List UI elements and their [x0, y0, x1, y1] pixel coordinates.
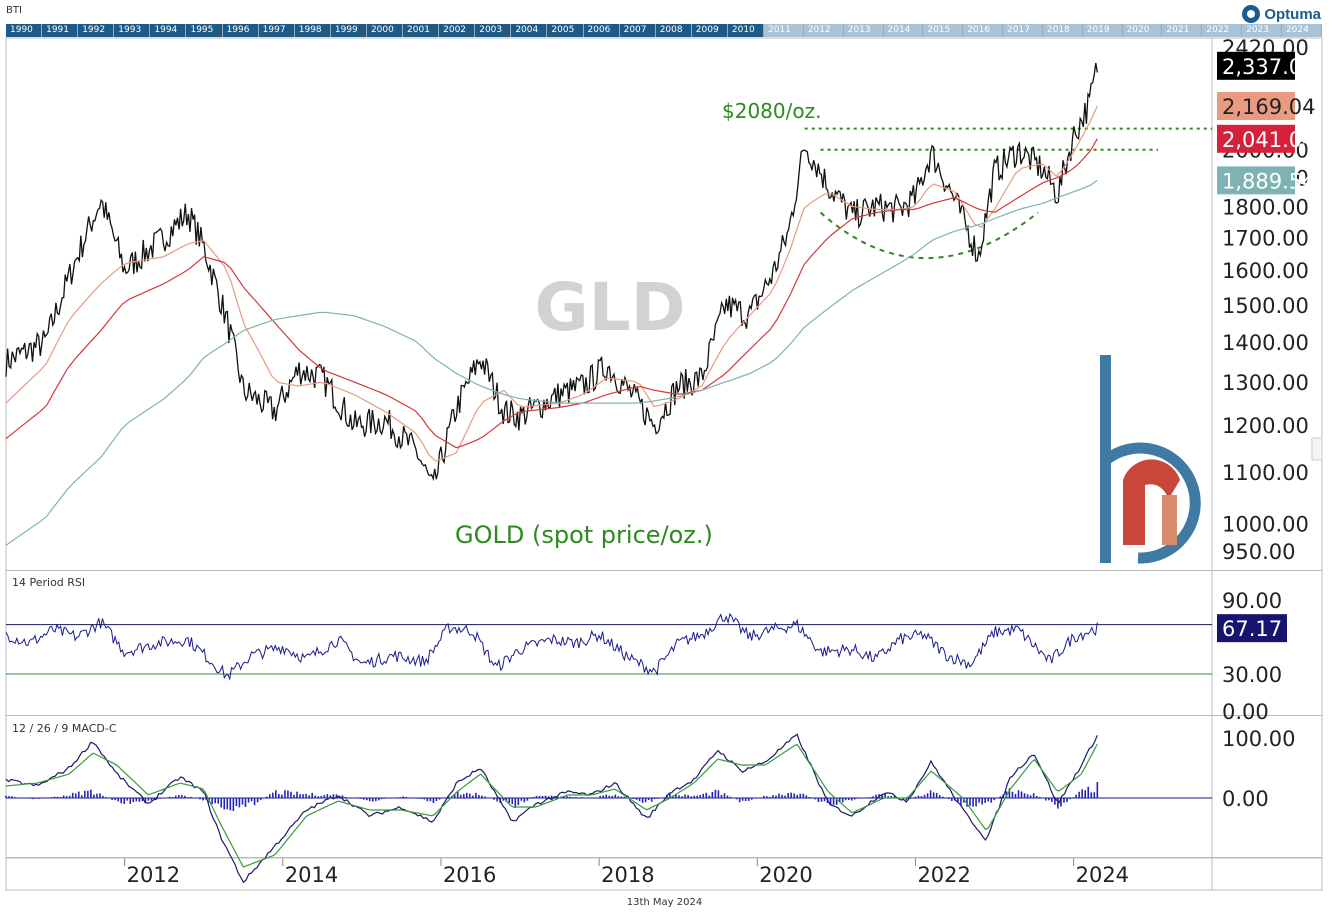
year-tab-1999[interactable]: 1999 — [330, 24, 367, 37]
scroll-handle — [1311, 437, 1323, 461]
price-tick-label: 1300.00 — [1222, 371, 1309, 395]
year-tab-2016[interactable]: 2016 — [963, 24, 1004, 37]
value-label-box — [1217, 124, 1295, 153]
price-tick-label: 1000.00 — [1222, 512, 1309, 536]
year-tab-2004[interactable]: 2004 — [511, 24, 548, 37]
year-tab-1990[interactable]: 1990 — [6, 24, 43, 37]
hb-logo — [1100, 355, 1201, 564]
chart-title: GOLD (spot price/oz.) — [455, 521, 713, 549]
brand: Optuma — [1242, 3, 1321, 25]
price-tick-label: 1200.00 — [1222, 414, 1309, 438]
rsi-line — [5, 612, 1098, 681]
year-tab-1991[interactable]: 1991 — [42, 24, 79, 37]
cup-pattern — [819, 211, 1039, 259]
year-tab-2013[interactable]: 2013 — [843, 24, 884, 37]
year-tab-2014[interactable]: 2014 — [883, 24, 924, 37]
chart-date: 13th May 2024 — [626, 897, 703, 908]
chart-toolbar: BTI Optuma — [0, 0, 1329, 24]
year-tab-2000[interactable]: 2000 — [366, 24, 404, 37]
x-tick-label: 2016 — [443, 863, 496, 887]
year-tab-1993[interactable]: 1993 — [114, 24, 151, 37]
x-tick-label: 2022 — [917, 863, 970, 887]
price-tick-label: 1400.00 — [1222, 331, 1309, 355]
price-tick-label: 950.00 — [1222, 540, 1295, 564]
value-label: 2,337.02 — [1222, 55, 1316, 79]
year-tab-2023[interactable]: 2023 — [1242, 24, 1282, 37]
year-tab-2019[interactable]: 2019 — [1082, 24, 1123, 37]
value-label: 2,041.04 — [1222, 128, 1316, 152]
year-tab-2024[interactable]: 2024 — [1281, 24, 1322, 37]
x-tick-label: 2024 — [1076, 863, 1129, 887]
macd-tick-label: 0.00 — [1222, 787, 1269, 811]
price-series-line — [5, 62, 1098, 482]
rsi-tick-label: 0.00 — [1222, 700, 1269, 724]
x-axis-frame — [5, 857, 1323, 891]
rsi-title: 14 Period RSI — [12, 576, 85, 589]
x-tick-label: 2012 — [127, 863, 180, 887]
price-tick-label: 1100.00 — [1222, 461, 1309, 485]
year-tab-1997[interactable]: 1997 — [258, 24, 295, 37]
rsi-value-box — [1217, 614, 1287, 643]
logo-red-mark — [1123, 459, 1180, 545]
logo-bowl — [1102, 442, 1201, 564]
year-tab-2005[interactable]: 2005 — [547, 24, 584, 37]
value-label-box — [1217, 166, 1295, 195]
year-tab-1994[interactable]: 1994 — [150, 24, 187, 37]
macd-line — [5, 733, 1098, 884]
x-tick-label: 2018 — [601, 863, 654, 887]
year-tab-2022[interactable]: 2022 — [1202, 24, 1243, 37]
watermark: GLD — [534, 269, 685, 346]
logo-peach-mark — [1162, 495, 1177, 545]
year-tab-1995[interactable]: 1995 — [186, 24, 223, 37]
year-tab-2007[interactable]: 2007 — [619, 24, 656, 37]
year-tab-2009[interactable]: 2009 — [691, 24, 728, 37]
optuma-logo-icon — [1242, 5, 1261, 23]
year-tab-2003[interactable]: 2003 — [475, 24, 512, 37]
x-tick-label: 2014 — [285, 863, 338, 887]
moving-average-line-2 — [5, 138, 1098, 449]
macd-tick-label: 100.00 — [1222, 727, 1295, 751]
value-label-box — [1217, 51, 1295, 80]
moving-average-line-3 — [5, 179, 1098, 546]
macd-signal-line — [5, 743, 1098, 868]
price-tick-label: 1800.00 — [1222, 196, 1309, 220]
year-tab-2015[interactable]: 2015 — [923, 24, 964, 37]
year-tab-2017[interactable]: 2017 — [1003, 24, 1043, 37]
rsi-tick-label: 30.00 — [1222, 663, 1282, 687]
year-tab-1996[interactable]: 1996 — [222, 24, 259, 37]
year-tab-2008[interactable]: 2008 — [655, 24, 692, 37]
price-tick-label: 1700.00 — [1222, 226, 1309, 250]
year-tab-2020[interactable]: 2020 — [1122, 24, 1163, 37]
year-tab-2001[interactable]: 2001 — [403, 24, 440, 37]
brand-name: Optuma — [1264, 5, 1321, 23]
rsi-value-label: 67.17 — [1222, 617, 1282, 641]
moving-average-line-1 — [5, 105, 1098, 462]
year-navigation-bar[interactable]: 1990 1991 1992 1993 1994 1995 1996 1997 1998 1999… — [6, 24, 1322, 37]
rsi-tick-label: 90.00 — [1222, 589, 1282, 613]
x-tick-label: 2020 — [759, 863, 812, 887]
year-tab-2002[interactable]: 2002 — [439, 24, 476, 37]
year-tab-1992[interactable]: 1992 — [78, 24, 115, 37]
macd-title: 12 / 26 / 9 MACD-C — [12, 722, 117, 735]
year-tab-2006[interactable]: 2006 — [583, 24, 620, 37]
value-label: 1,889.54 — [1222, 169, 1316, 193]
annotation-2080: $2080/oz. — [722, 99, 821, 123]
symbol-code: BTI — [6, 5, 22, 16]
value-label: 2,169.04 — [1222, 95, 1316, 119]
year-tab-2018[interactable]: 2018 — [1042, 24, 1083, 37]
year-tab-1998[interactable]: 1998 — [294, 24, 331, 37]
price-tick-label: 1500.00 — [1222, 294, 1309, 318]
year-tab-2010[interactable]: 2010 — [727, 24, 764, 37]
year-tab-2012[interactable]: 2012 — [803, 24, 844, 37]
year-tab-2011[interactable]: 2011 — [763, 24, 804, 37]
year-tab-2021[interactable]: 2021 — [1162, 24, 1203, 37]
value-label-box — [1217, 92, 1295, 121]
price-tick-label: 1600.00 — [1222, 259, 1309, 283]
